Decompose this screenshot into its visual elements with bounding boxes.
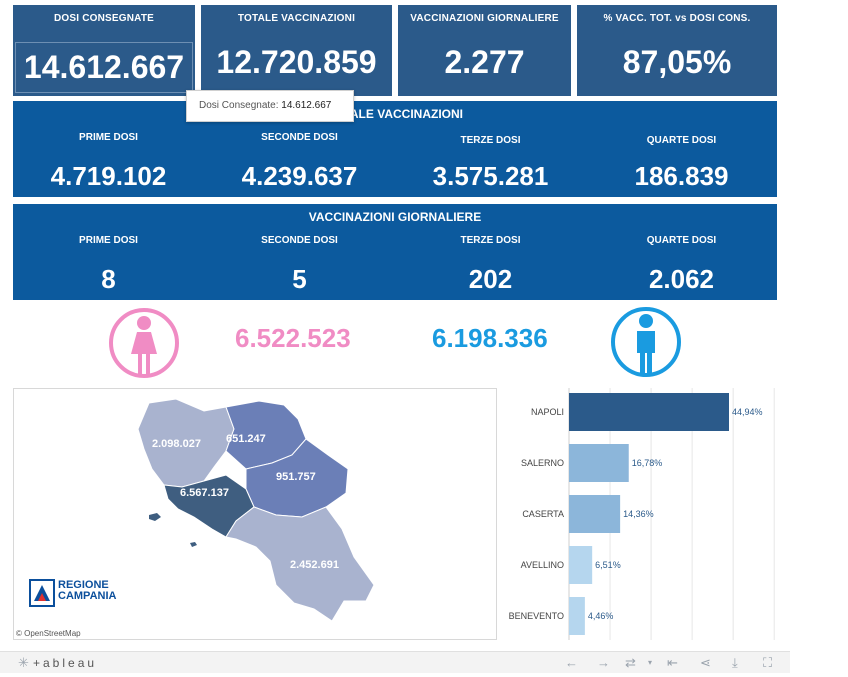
bar-napoli[interactable] — [569, 393, 729, 431]
download-icon[interactable]: ⤓ — [732, 655, 738, 670]
col-seconde-dosi: SECONDE DOSI 4.239.637 — [204, 132, 395, 192]
bar-category-label: BENEVENTO — [509, 611, 564, 621]
panel-title: TOTALE VACCINAZIONI — [327, 107, 463, 121]
logo-line-1: REGIONE — [58, 579, 109, 591]
col-label: PRIME DOSI — [79, 235, 138, 246]
male-count: 6.198.336 — [432, 323, 548, 353]
col-label: TERZE DOSI — [460, 135, 521, 146]
kpi-label: VACCINAZIONI GIORNALIERE — [410, 13, 559, 24]
col-terze-dosi: TERZE DOSI 3.575.281 — [395, 135, 586, 192]
bar-caserta[interactable] — [569, 495, 621, 533]
island-capri — [190, 542, 197, 547]
bar-value-label: 16,78% — [632, 458, 663, 468]
bar-value-label: 6,51% — [595, 560, 621, 570]
col-prime-dosi: PRIME DOSI 4.719.102 — [13, 132, 204, 192]
kpi-label: TOTALE VACCINAZIONI — [237, 13, 356, 24]
map-label-salerno: 2.452.691 — [290, 559, 339, 571]
col-terze-dosi: TERZE DOSI 202 — [395, 235, 586, 295]
kpi-label: DOSI CONSEGNATE — [53, 13, 155, 24]
totale-vaccinazioni-panel: TOTALE VACCINAZIONI PRIME DOSI 4.719.102… — [13, 101, 777, 197]
col-label: SECONDE DOSI — [261, 235, 338, 246]
revert-icon[interactable]: ⇄ — [625, 655, 636, 670]
col-value: 202 — [468, 264, 513, 294]
share-icon[interactable]: ⋖ — [700, 655, 711, 670]
undo-icon[interactable]: ← — [565, 655, 578, 670]
bar-salerno[interactable] — [569, 444, 629, 482]
map-label-avellino: 951.757 — [276, 471, 316, 483]
tableau-logo-icon[interactable]: ✳ — [18, 655, 29, 670]
col-prime-dosi: PRIME DOSI 8 — [13, 235, 204, 295]
bar-category-label: SALERNO — [521, 458, 564, 468]
region-salerno — [225, 506, 375, 622]
tooltip-label: Dosi Consegnate: — [199, 100, 279, 111]
map-shapes[interactable] — [14, 389, 497, 640]
tableau-brand[interactable]: +ableau — [33, 656, 98, 670]
col-value: 4.719.102 — [50, 161, 167, 191]
female-icon — [109, 308, 179, 378]
kpi-dosi-consegnate[interactable]: DOSI CONSEGNATE 14.612.667 — [13, 5, 195, 96]
col-label: QUARTE DOSI — [646, 235, 717, 246]
col-value: 4.239.637 — [241, 161, 358, 191]
col-value: 2.062 — [648, 264, 715, 294]
region-caserta — [137, 398, 235, 488]
female-count: 6.522.523 — [235, 323, 351, 353]
kpi-value: 12.720.859 — [216, 44, 377, 80]
bar-benevento[interactable] — [569, 597, 585, 635]
male-icon — [611, 307, 681, 377]
reset-icon[interactable]: ⇤ — [667, 655, 678, 670]
revert-dropdown-icon[interactable]: ▾ — [648, 658, 653, 667]
bar-avellino[interactable] — [569, 546, 593, 584]
map-label-napoli: 6.567.137 — [180, 487, 229, 499]
tableau-toolbar: ✳ +ableau ← → ⇄ ▾ ⇤ ⋖ ⤓ ⛶ — [0, 651, 790, 673]
bar-value-label: 4,46% — [588, 611, 614, 621]
col-quarte-dosi: QUARTE DOSI 2.062 — [586, 235, 777, 295]
map-label-caserta: 2.098.027 — [152, 438, 201, 450]
col-label: QUARTE DOSI — [646, 135, 717, 146]
kpi-value: 87,05% — [622, 44, 732, 80]
col-value: 5 — [292, 264, 307, 294]
tooltip-value: 14.612.667 — [281, 100, 332, 111]
bar-chart-svg[interactable]: NAPOLI 44,94% SALERNO 16,78% CASERTA 14,36% AV… — [500, 388, 790, 640]
col-label: PRIME DOSI — [79, 132, 138, 143]
vaccinazioni-giornaliere-panel: VACCINAZIONI GIORNALIERE PRIME DOSI 8 SE… — [13, 204, 777, 300]
logo-line-2: CAMPANIA — [58, 590, 117, 602]
bar-category-label: AVELLINO — [521, 560, 564, 570]
bar-category-label: NAPOLI — [531, 407, 564, 417]
province-bar-chart[interactable]: NAPOLI 44,94% SALERNO 16,78% CASERTA 14,36% AV… — [500, 388, 790, 640]
bar-value-label: 14,36% — [623, 509, 654, 519]
col-quarte-dosi: QUARTE DOSI 186.839 — [586, 135, 777, 192]
campania-map[interactable]: 2.098.027 651.247 951.757 6.567.137 2.45… — [13, 388, 497, 640]
col-seconde-dosi: SECONDE DOSI 5 — [204, 235, 395, 295]
col-value: 8 — [101, 264, 116, 294]
kpi-percent-vacc[interactable]: % VACC. TOT. vs DOSI CONS. 87,05% — [577, 5, 777, 96]
col-value: 186.839 — [634, 161, 729, 191]
kpi-value: 14.612.667 — [15, 42, 193, 93]
kpi-value: 2.277 — [444, 44, 525, 80]
redo-icon[interactable]: → — [597, 655, 610, 670]
kpi-vaccinazioni-giornaliere[interactable]: VACCINAZIONI GIORNALIERE 2.277 — [398, 5, 571, 96]
map-label-benevento: 651.247 — [226, 433, 266, 445]
bar-category-label: CASERTA — [522, 509, 564, 519]
col-label: SECONDE DOSI — [261, 132, 338, 143]
map-credit[interactable]: © OpenStreetMap — [16, 629, 81, 638]
kpi-totale-vaccinazioni[interactable]: TOTALE VACCINAZIONI 12.720.859 — [201, 5, 392, 96]
regione-logo-icon — [29, 579, 55, 607]
kpi-label: % VACC. TOT. vs DOSI CONS. — [603, 13, 751, 24]
tooltip: Dosi Consegnate: 14.612.667 — [186, 90, 354, 122]
island-ischia — [149, 513, 161, 521]
col-value: 3.575.281 — [432, 161, 549, 191]
fullscreen-icon[interactable]: ⛶ — [763, 655, 773, 670]
panel-title: VACCINAZIONI GIORNALIERE — [308, 210, 482, 224]
bar-value-label: 44,94% — [732, 407, 763, 417]
col-label: TERZE DOSI — [460, 235, 521, 246]
